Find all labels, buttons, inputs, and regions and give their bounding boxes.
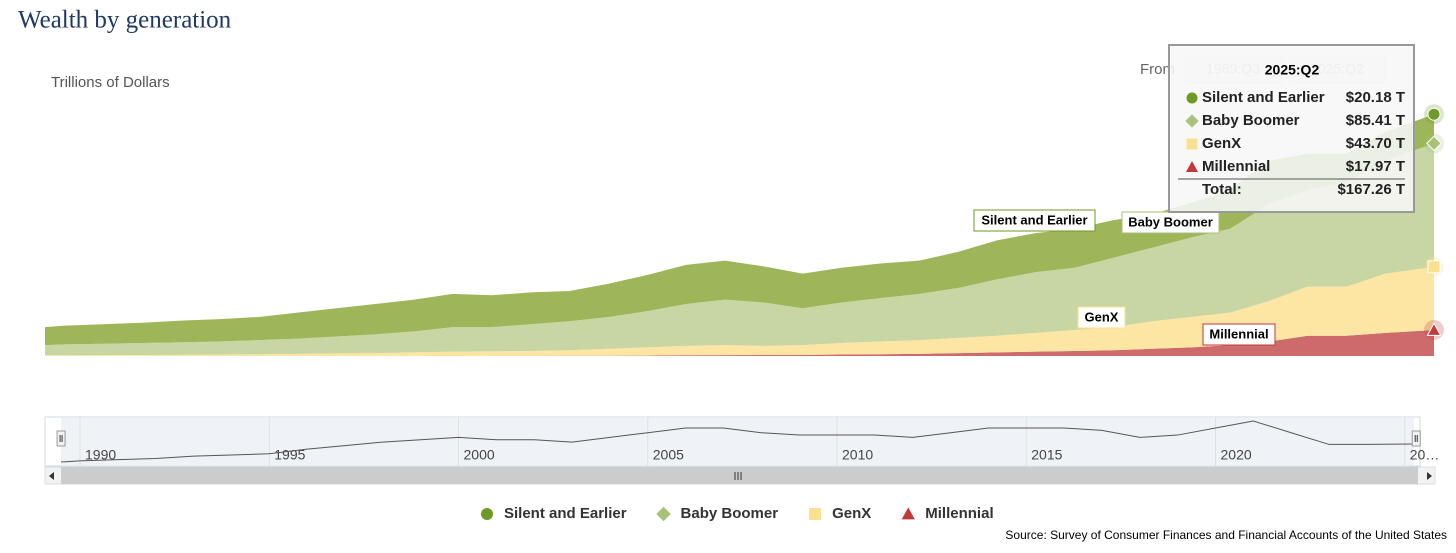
- tooltip-marker: [1185, 160, 1199, 172]
- navigator-tick-label: 20…: [1410, 447, 1440, 463]
- tooltip-series-name: Millennial: [1202, 158, 1270, 175]
- navigator-tick-label: 2005: [653, 447, 684, 463]
- tooltip-value: $20.18 T: [1346, 89, 1405, 106]
- chart-title: Wealth by generation: [18, 7, 232, 34]
- tooltip-total-label: Total:: [1202, 181, 1242, 198]
- navigator-tick-label: 2010: [842, 447, 873, 463]
- tooltip-marker: [1185, 114, 1199, 128]
- legend-marker: [809, 508, 822, 520]
- legend-label[interactable]: Baby Boomer: [681, 505, 779, 522]
- end-marker: [1427, 107, 1441, 121]
- navigator-line: [61, 420, 1415, 463]
- tooltip-total: $167.26 T: [1337, 181, 1405, 198]
- tooltip-value: $85.41 T: [1346, 112, 1405, 129]
- series-annotation: Silent and Earlier: [981, 212, 1087, 227]
- legend-label[interactable]: GenX: [832, 505, 871, 522]
- tooltip-series-name: Silent and Earlier: [1202, 89, 1325, 106]
- end-marker: [1427, 260, 1441, 274]
- scrollbar-arrow-left[interactable]: [49, 472, 54, 480]
- navigator-tick-label: 2000: [464, 447, 495, 463]
- navigator-tick-label: 1990: [85, 447, 116, 463]
- navigator-handle[interactable]: [1411, 430, 1421, 447]
- tooltip-box: [1168, 44, 1415, 213]
- tooltip-marker: [1186, 92, 1198, 104]
- tooltip-marker: [1186, 138, 1198, 150]
- tooltip-value: $43.70 T: [1346, 135, 1405, 152]
- legend-label[interactable]: Millennial: [925, 505, 993, 522]
- tooltip-series-name: GenX: [1202, 135, 1241, 152]
- legend-marker: [656, 506, 671, 522]
- series-annotation: GenX: [1085, 309, 1119, 324]
- legend-marker: [481, 508, 493, 520]
- legend-label[interactable]: Silent and Earlier: [504, 505, 627, 522]
- area-diamond: [45, 143, 1434, 356]
- navigator-selection: [61, 417, 1415, 466]
- y-axis-title: Trillions of Dollars: [51, 74, 170, 91]
- series-annotation: Millennial: [1209, 326, 1268, 341]
- series-annotation-box: [973, 209, 1096, 232]
- end-marker: [1426, 322, 1442, 336]
- series-annotation: Baby Boomer: [1128, 214, 1213, 229]
- tooltip-title: 2025:Q2: [1265, 62, 1320, 78]
- scrollbar-arrow-right[interactable]: [1427, 472, 1432, 480]
- scrollbar-thumb[interactable]: [61, 467, 1418, 484]
- end-marker: [1426, 135, 1442, 152]
- source-note: Source: Survey of Consumer Finances and …: [1005, 528, 1447, 542]
- area-triangle: [45, 330, 1434, 356]
- legend-marker: [901, 507, 915, 520]
- series-annotation-box: [1202, 323, 1276, 346]
- navigator-handle[interactable]: [56, 430, 66, 447]
- navigator-tick-label: 1995: [274, 447, 305, 463]
- series-annotation-box: [1077, 306, 1126, 329]
- tooltip-value: $17.97 T: [1346, 158, 1405, 175]
- navigator-tick-label: 2015: [1031, 447, 1062, 463]
- tooltip-series-name: Baby Boomer: [1202, 112, 1300, 129]
- range-from-label: From: [1140, 61, 1175, 78]
- area-square: [45, 266, 1434, 356]
- navigator-tick-label: 2020: [1221, 447, 1252, 463]
